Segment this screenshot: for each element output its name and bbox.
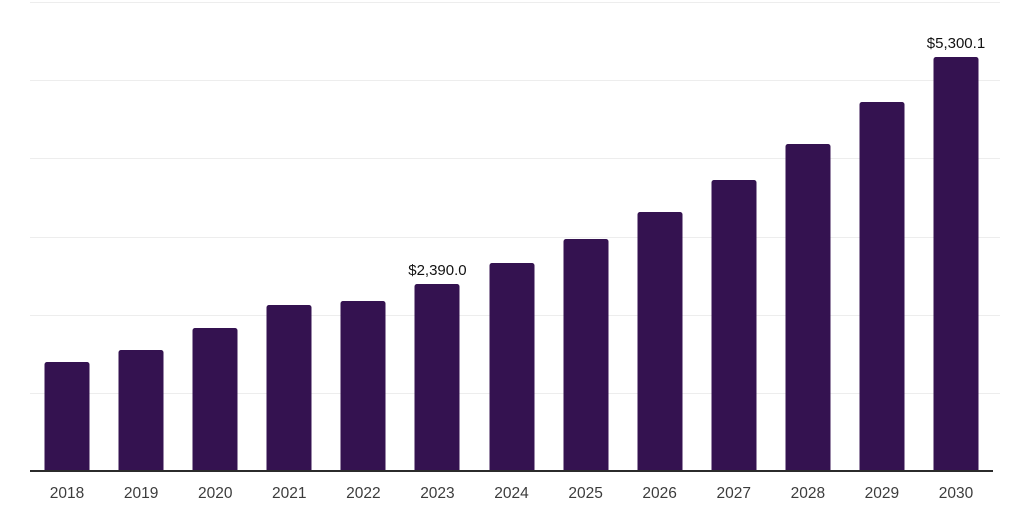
x-tick-label-2027: 2027 bbox=[716, 485, 751, 502]
bar-group-2023: $2,390.0 bbox=[400, 2, 474, 471]
x-tick-label-2029: 2029 bbox=[864, 485, 900, 502]
bar-2022 bbox=[340, 300, 386, 471]
x-tick-label-2025: 2025 bbox=[568, 485, 603, 502]
bar-group-2018 bbox=[30, 2, 104, 471]
x-tick-label-2021: 2021 bbox=[272, 485, 307, 502]
x-tick-label-2020: 2020 bbox=[197, 485, 233, 502]
x-tick-label-2022: 2022 bbox=[346, 485, 381, 502]
bar-group-2027 bbox=[697, 2, 771, 471]
bar-2018 bbox=[44, 361, 90, 471]
x-axis-labels: 2018 2019 2020 2021 2022 2023 2024 2025 2026 2027… bbox=[30, 484, 993, 503]
x-tick-label-2026: 2026 bbox=[642, 485, 677, 502]
bar-2019 bbox=[118, 349, 164, 471]
bar-group-2024 bbox=[474, 2, 548, 471]
x-tick-label-2019: 2019 bbox=[123, 485, 159, 502]
bar-group-2028 bbox=[771, 2, 845, 471]
bar-2024 bbox=[489, 263, 534, 471]
bar-group-2026 bbox=[623, 2, 697, 471]
bar-2026 bbox=[637, 211, 683, 471]
gridline bbox=[30, 236, 1000, 238]
bar-2023 bbox=[414, 284, 460, 471]
bar-group-2025 bbox=[549, 2, 623, 471]
gridline bbox=[30, 2, 1000, 3]
x-tick-label-2028: 2028 bbox=[790, 485, 826, 502]
bar-2029 bbox=[859, 102, 905, 471]
gridline bbox=[30, 80, 1000, 82]
bar-2028 bbox=[785, 144, 831, 471]
bars-container: $2,390.0 $5,300.1 bbox=[30, 2, 993, 471]
bar-2030 bbox=[933, 56, 979, 471]
bar-group-2029 bbox=[845, 2, 919, 471]
x-axis-line bbox=[30, 470, 993, 472]
x-tick-label-2023: 2023 bbox=[420, 485, 455, 502]
x-tick-label-2030: 2030 bbox=[938, 485, 974, 502]
bar-group-2021 bbox=[252, 2, 326, 471]
bar-group-2020 bbox=[178, 2, 252, 471]
plot-area: $2,390.0 $5,300.1 bbox=[30, 2, 1000, 472]
bar-2020 bbox=[192, 327, 238, 471]
bar-group-2022 bbox=[326, 2, 400, 471]
bar-group-2019 bbox=[104, 2, 178, 471]
bar-2025 bbox=[563, 238, 609, 471]
bar-2027 bbox=[711, 180, 757, 471]
x-tick-label-2018: 2018 bbox=[49, 485, 85, 502]
x-tick-label-2024: 2024 bbox=[494, 485, 529, 502]
gridline bbox=[30, 158, 1000, 160]
bar-2021 bbox=[266, 305, 312, 471]
bar-group-2030: $5,300.1 bbox=[919, 2, 993, 471]
bar-value-label-2023: $2,390.0 bbox=[408, 262, 467, 280]
bar-value-label-2030: $5,300.1 bbox=[926, 34, 986, 52]
